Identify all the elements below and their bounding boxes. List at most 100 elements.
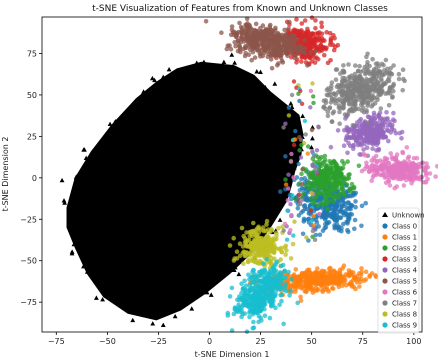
data-point <box>337 109 342 115</box>
data-point <box>391 63 396 68</box>
data-point <box>293 267 299 272</box>
data-point <box>289 276 295 282</box>
data-point <box>331 109 337 114</box>
data-point <box>435 164 438 169</box>
data-point <box>243 291 248 296</box>
data-point <box>299 21 305 26</box>
data-point <box>333 67 339 72</box>
legend-marker <box>382 267 388 273</box>
data-point <box>401 183 407 188</box>
data-point <box>272 293 278 299</box>
data-point <box>264 252 269 258</box>
data-point <box>278 257 284 262</box>
data-point <box>291 79 297 84</box>
data-point <box>283 44 289 49</box>
unknown-point <box>121 298 127 304</box>
data-point <box>347 75 352 80</box>
data-point <box>364 62 370 68</box>
data-point <box>345 200 351 205</box>
unknown-point <box>69 251 75 256</box>
data-point <box>401 164 407 170</box>
data-point <box>386 179 392 184</box>
data-point <box>288 202 293 207</box>
unknown-point <box>149 313 155 319</box>
data-point <box>302 38 307 43</box>
data-point <box>246 272 251 278</box>
series-class-2 <box>283 153 362 213</box>
data-point <box>265 247 271 252</box>
data-point <box>289 54 294 60</box>
data-point <box>346 62 351 67</box>
legend-label: Class 6 <box>392 289 418 297</box>
data-point <box>363 200 369 206</box>
data-point <box>424 161 429 166</box>
data-point <box>279 249 285 255</box>
data-point <box>308 287 314 292</box>
data-point <box>374 158 380 164</box>
legend-marker <box>382 311 388 317</box>
data-point <box>371 110 377 116</box>
data-point <box>304 41 310 46</box>
data-point <box>399 136 404 141</box>
data-point <box>314 38 320 44</box>
legend-marker <box>382 289 388 295</box>
data-point <box>272 268 277 274</box>
data-point <box>313 26 318 31</box>
data-point <box>331 98 337 103</box>
data-point <box>229 285 235 291</box>
series-class-6 <box>359 145 438 191</box>
data-point <box>398 162 404 168</box>
data-point <box>274 44 280 50</box>
data-point <box>300 33 305 39</box>
unknown-point <box>61 198 67 203</box>
data-point <box>299 285 305 290</box>
data-point <box>251 220 256 226</box>
data-point <box>242 250 247 255</box>
data-point <box>288 227 293 233</box>
data-point <box>263 236 269 242</box>
data-point <box>314 278 320 283</box>
data-point <box>283 182 289 187</box>
data-point <box>367 87 373 93</box>
data-point <box>282 221 288 226</box>
unknown-point <box>262 85 268 90</box>
data-point <box>349 284 355 289</box>
data-point <box>363 269 369 275</box>
plot-frame <box>41 16 423 333</box>
data-point <box>331 33 336 38</box>
data-point <box>352 217 358 223</box>
data-point <box>303 132 308 137</box>
data-point <box>320 228 326 234</box>
data-point <box>326 213 332 218</box>
unknown-point <box>229 52 235 57</box>
data-point <box>372 71 377 76</box>
data-point <box>389 173 395 179</box>
data-point <box>387 166 393 172</box>
data-point <box>316 125 321 130</box>
data-point <box>371 67 377 72</box>
data-point <box>285 198 290 203</box>
data-point <box>235 48 241 54</box>
data-point <box>349 212 355 217</box>
data-point <box>241 261 246 267</box>
data-point <box>331 91 337 96</box>
unknown-point <box>189 306 195 311</box>
data-point <box>310 234 315 239</box>
data-point <box>379 164 385 170</box>
unknown-point <box>221 59 227 65</box>
data-point <box>256 230 262 236</box>
legend-label: Class 3 <box>392 256 417 264</box>
data-point <box>328 92 333 98</box>
data-point <box>396 173 401 178</box>
data-point <box>313 195 318 200</box>
data-point <box>289 212 294 218</box>
data-point <box>320 202 326 208</box>
data-point <box>237 44 243 49</box>
data-point <box>322 45 327 51</box>
data-point <box>433 174 438 179</box>
data-point <box>281 125 286 130</box>
data-point <box>336 105 342 110</box>
data-point <box>229 27 235 33</box>
data-point <box>295 275 300 281</box>
data-point <box>299 142 304 148</box>
